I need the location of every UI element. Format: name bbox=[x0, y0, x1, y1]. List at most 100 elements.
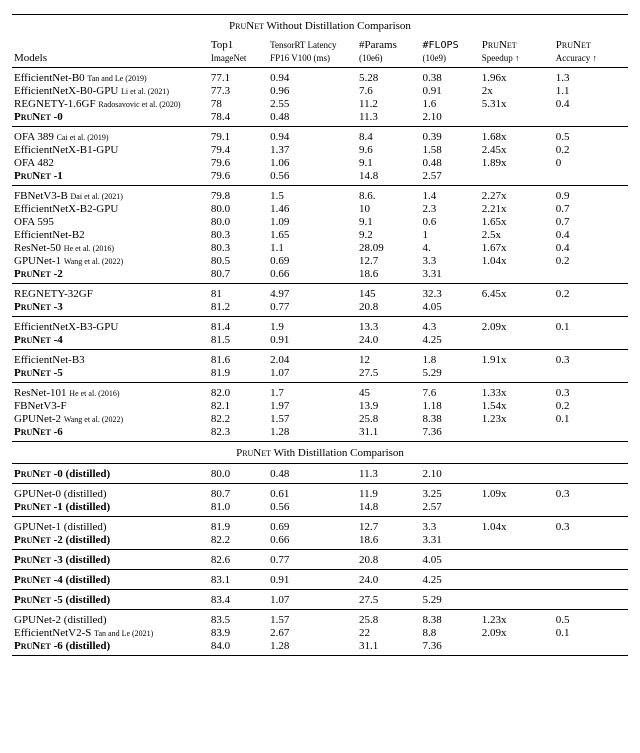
table-row: FBNetV3-F82.11.9713.91.181.54x0.2 bbox=[12, 400, 628, 413]
speedup-value: 2.21x bbox=[480, 203, 554, 216]
params-value: 20.8 bbox=[357, 551, 420, 570]
model-name: EfficientNetV2-S Tan and Le (2021) bbox=[12, 627, 209, 640]
latency-value: 4.97 bbox=[268, 285, 357, 301]
speedup-value bbox=[480, 551, 554, 570]
latency-value: 2.67 bbox=[268, 627, 357, 640]
table-row: GPUNet-1 (distilled)81.90.6912.73.31.04x… bbox=[12, 518, 628, 534]
model-name: PruNet -2 (distilled) bbox=[12, 534, 209, 550]
table-row: EfficientNetX-B0-GPU Li et al. (2021)77.… bbox=[12, 85, 628, 98]
model-name: OFA 595 bbox=[12, 216, 209, 229]
accuracy-value: 0.4 bbox=[554, 98, 628, 111]
table-row: EfficientNet-B381.62.04121.81.91x0.3 bbox=[12, 351, 628, 367]
header-speedup-sub: Speedup ↑ bbox=[480, 52, 554, 68]
top1-value: 80.7 bbox=[209, 485, 268, 501]
latency-value: 1.57 bbox=[268, 413, 357, 426]
top1-value: 77.3 bbox=[209, 85, 268, 98]
section-title: PruNet With Distillation Comparison bbox=[12, 443, 628, 464]
flops-value: 2.57 bbox=[420, 170, 479, 186]
params-value: 12 bbox=[357, 351, 420, 367]
top1-value: 77.1 bbox=[209, 69, 268, 85]
table-row: PruNet -2 (distilled)82.20.6618.63.31 bbox=[12, 534, 628, 550]
accuracy-value bbox=[554, 465, 628, 484]
model-name: EfficientNetX-B0-GPU Li et al. (2021) bbox=[12, 85, 209, 98]
flops-value: 3.3 bbox=[420, 255, 479, 268]
accuracy-value bbox=[554, 534, 628, 550]
top1-value: 79.6 bbox=[209, 170, 268, 186]
table-row: EfficientNet-B0 Tan and Le (2019)77.10.9… bbox=[12, 69, 628, 85]
speedup-value: 1.96x bbox=[480, 69, 554, 85]
flops-value: 0.38 bbox=[420, 69, 479, 85]
accuracy-value bbox=[554, 640, 628, 656]
latency-value: 0.77 bbox=[268, 551, 357, 570]
latency-value: 0.94 bbox=[268, 69, 357, 85]
flops-value: 0.6 bbox=[420, 216, 479, 229]
accuracy-value: 0.1 bbox=[554, 627, 628, 640]
params-value: 9.1 bbox=[357, 216, 420, 229]
header-latency-sub: FP16 V100 (ms) bbox=[268, 52, 357, 68]
model-name: EfficientNetX-B1-GPU bbox=[12, 144, 209, 157]
top1-value: 80.5 bbox=[209, 255, 268, 268]
latency-value: 2.04 bbox=[268, 351, 357, 367]
flops-value: 3.31 bbox=[420, 534, 479, 550]
accuracy-value: 0.3 bbox=[554, 485, 628, 501]
model-name: GPUNet-1 (distilled) bbox=[12, 518, 209, 534]
top1-value: 83.5 bbox=[209, 611, 268, 627]
top1-value: 78 bbox=[209, 98, 268, 111]
flops-value: 8.38 bbox=[420, 413, 479, 426]
model-name: EfficientNet-B2 bbox=[12, 229, 209, 242]
accuracy-value: 0.3 bbox=[554, 384, 628, 400]
table-row: PruNet -1 (distilled)81.00.5614.82.57 bbox=[12, 501, 628, 517]
table-row: PruNet -5 (distilled)83.41.0727.55.29 bbox=[12, 591, 628, 610]
params-value: 27.5 bbox=[357, 367, 420, 383]
speedup-value bbox=[480, 501, 554, 517]
table-row: FBNetV3-B Dai et al. (2021)79.81.58.6.1.… bbox=[12, 187, 628, 203]
params-value: 11.2 bbox=[357, 98, 420, 111]
model-name: PruNet -3 bbox=[12, 301, 209, 317]
flops-value: 4.3 bbox=[420, 318, 479, 334]
model-name: OFA 482 bbox=[12, 157, 209, 170]
table-row: EfficientNetX-B3-GPU81.41.913.34.32.09x0… bbox=[12, 318, 628, 334]
top1-value: 82.6 bbox=[209, 551, 268, 570]
model-name: PruNet -3 (distilled) bbox=[12, 551, 209, 570]
table-row: OFA 389 Cai et al. (2019)79.10.948.40.39… bbox=[12, 128, 628, 144]
speedup-value bbox=[480, 591, 554, 610]
params-value: 31.1 bbox=[357, 640, 420, 656]
header-top1-sub: ImageNet bbox=[209, 52, 268, 68]
speedup-value: 1.23x bbox=[480, 413, 554, 426]
params-value: 45 bbox=[357, 384, 420, 400]
model-name: PruNet -6 bbox=[12, 426, 209, 442]
top1-value: 83.9 bbox=[209, 627, 268, 640]
latency-value: 0.56 bbox=[268, 170, 357, 186]
model-name: PruNet -4 bbox=[12, 334, 209, 350]
speedup-value: 1.33x bbox=[480, 384, 554, 400]
speedup-value bbox=[480, 640, 554, 656]
top1-value: 81.9 bbox=[209, 367, 268, 383]
params-value: 14.8 bbox=[357, 170, 420, 186]
speedup-value bbox=[480, 334, 554, 350]
accuracy-value bbox=[554, 591, 628, 610]
header-models: Models bbox=[12, 52, 209, 68]
flops-value: 5.29 bbox=[420, 591, 479, 610]
flops-value: 1 bbox=[420, 229, 479, 242]
speedup-value: 2.09x bbox=[480, 318, 554, 334]
model-name: GPUNet-2 (distilled) bbox=[12, 611, 209, 627]
params-value: 9.2 bbox=[357, 229, 420, 242]
table-row: EfficientNetX-B1-GPU79.41.379.61.582.45x… bbox=[12, 144, 628, 157]
flops-value: 4. bbox=[420, 242, 479, 255]
params-value: 24.0 bbox=[357, 334, 420, 350]
params-value: 11.3 bbox=[357, 465, 420, 484]
speedup-value bbox=[480, 111, 554, 127]
params-value: 14.8 bbox=[357, 501, 420, 517]
top1-value: 83.1 bbox=[209, 571, 268, 590]
flops-value: 0.48 bbox=[420, 157, 479, 170]
latency-value: 1.9 bbox=[268, 318, 357, 334]
accuracy-value: 1.3 bbox=[554, 69, 628, 85]
latency-value: 0.48 bbox=[268, 111, 357, 127]
flops-value: 7.36 bbox=[420, 640, 479, 656]
model-name: ResNet-101 He et al. (2016) bbox=[12, 384, 209, 400]
params-value: 27.5 bbox=[357, 591, 420, 610]
latency-value: 2.55 bbox=[268, 98, 357, 111]
flops-value: 1.8 bbox=[420, 351, 479, 367]
latency-value: 1.65 bbox=[268, 229, 357, 242]
accuracy-value bbox=[554, 571, 628, 590]
